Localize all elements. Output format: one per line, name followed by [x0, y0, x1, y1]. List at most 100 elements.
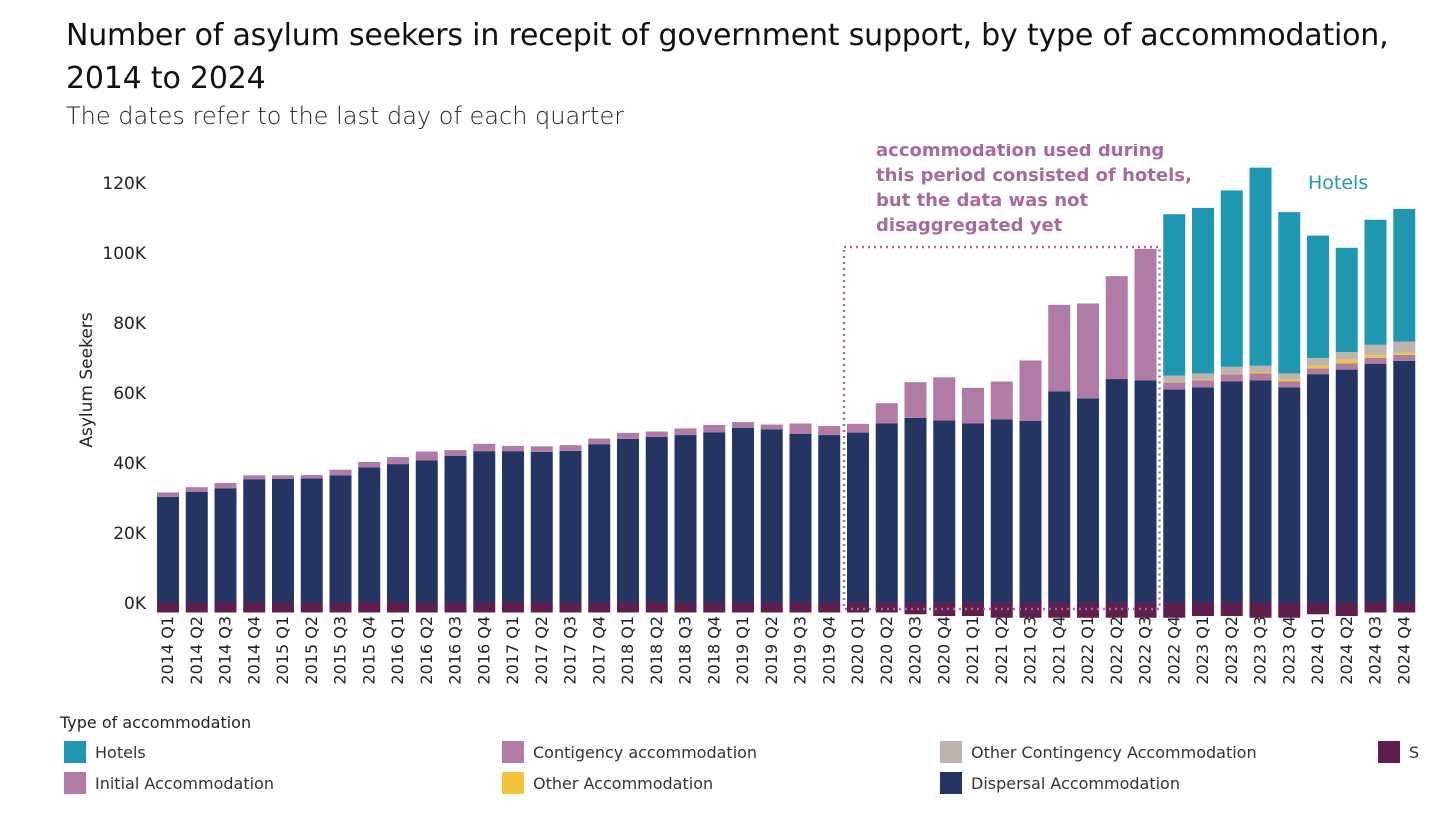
y-tick-label: 80K	[113, 314, 147, 334]
bar-segment	[1077, 602, 1099, 618]
x-tick-label: 2020 Q3	[906, 616, 925, 685]
x-tick-label: 2018 Q3	[676, 616, 695, 685]
bar-segment	[1220, 366, 1243, 374]
legend-swatch	[940, 741, 962, 763]
bar-segment	[444, 602, 467, 613]
legend-label: Other Accommodation	[533, 773, 714, 793]
x-tick-label: 2021 Q2	[992, 616, 1011, 685]
bar-segment	[157, 492, 179, 497]
bar-segment	[1249, 380, 1272, 602]
bar-segment	[1220, 373, 1243, 375]
bar-segment	[1220, 381, 1243, 602]
bar-segment	[1105, 379, 1128, 602]
bar-stack	[502, 445, 524, 613]
bar-stack	[617, 432, 639, 613]
bar-segment	[617, 438, 639, 602]
x-tick-label: 2019 Q4	[819, 616, 838, 685]
bar-segment	[214, 602, 237, 613]
bar-segment	[1278, 381, 1301, 388]
bar-stack	[1307, 235, 1329, 615]
bar-segment	[502, 602, 524, 613]
y-tick-label: 20K	[113, 524, 147, 544]
x-tick-label: 2019 Q2	[762, 616, 781, 685]
legend-item[interactable]: Hotels	[64, 740, 146, 764]
bar-segment	[789, 423, 812, 434]
bar-segment	[818, 435, 841, 602]
bar-segment	[732, 427, 754, 602]
bar-segment	[1364, 602, 1387, 613]
bar-stack	[185, 487, 208, 613]
bar-segment	[473, 451, 496, 602]
bar-stack	[789, 423, 812, 613]
annotation-text: but the data was not	[876, 190, 1088, 211]
annotation-text: accommodation used during	[876, 140, 1164, 161]
bar-segment	[847, 602, 869, 613]
bar-segment	[387, 464, 409, 602]
bar-segment	[387, 602, 409, 613]
y-tick-label: 40K	[113, 454, 147, 474]
bar-segment	[214, 483, 237, 489]
bar-segment	[300, 478, 323, 602]
bar-segment	[387, 457, 409, 465]
bar-segment	[847, 432, 869, 602]
bar-stack	[444, 450, 467, 613]
bar-segment	[674, 602, 697, 613]
bar-stack	[387, 457, 409, 613]
bar-segment	[1077, 398, 1099, 602]
bar-segment	[185, 487, 208, 492]
bar-stack	[1220, 190, 1243, 616]
legend-item[interactable]: Dispersal Accommodation	[940, 771, 1180, 795]
bar-segment	[1019, 602, 1042, 618]
bar-segment	[789, 434, 812, 602]
bar-segment	[904, 417, 927, 602]
legend-label: Hotels	[95, 742, 146, 762]
legend-item[interactable]: Contigency accommodation	[502, 740, 757, 764]
legend-swatch	[502, 772, 524, 794]
bar-segment	[1134, 248, 1157, 381]
bar-segment	[1393, 341, 1416, 353]
bar-segment	[444, 450, 467, 456]
bar-segment	[875, 403, 898, 424]
legend-item[interactable]: Other Contingency Accommodation	[940, 740, 1257, 764]
bar-segment	[415, 602, 438, 613]
bar-segment	[1249, 365, 1272, 373]
bar-stack	[904, 382, 927, 615]
legend-item[interactable]: Other Accommodation	[502, 771, 713, 795]
x-tick-label: 2014 Q2	[187, 616, 206, 685]
bar-segment	[990, 419, 1013, 602]
bar-segment	[444, 455, 467, 602]
bar-stack	[1249, 167, 1272, 618]
bar-segment	[1249, 373, 1272, 381]
bar-segment	[847, 423, 869, 433]
x-tick-label: 2020 Q4	[934, 616, 953, 685]
bar-segment	[1335, 352, 1358, 360]
legend-label: S	[1409, 742, 1420, 762]
y-tick-label: 0K	[124, 594, 147, 614]
bar-stack	[1393, 208, 1416, 613]
bar-segment	[530, 602, 553, 613]
bar-segment	[1077, 303, 1099, 399]
legend-label: Dispersal Accommodation	[971, 773, 1180, 793]
bar-segment	[1278, 387, 1301, 602]
bar-segment	[1249, 372, 1272, 374]
legend-swatch	[940, 772, 962, 794]
x-tick-label: 2017 Q2	[532, 616, 551, 685]
bar-segment	[559, 602, 582, 613]
x-tick-label: 2017 Q4	[589, 616, 608, 685]
bar-segment	[674, 428, 697, 436]
x-tick-label: 2021 Q3	[1021, 616, 1040, 685]
bar-segment	[1364, 219, 1387, 345]
x-tick-label: 2016 Q4	[474, 616, 493, 685]
bar-segment	[1393, 208, 1416, 342]
bar-segment	[1393, 360, 1416, 602]
bar-segment	[645, 436, 668, 602]
x-tick-label: 2015 Q3	[331, 616, 350, 685]
bar-segment	[990, 381, 1013, 420]
x-tick-label: 2023 Q4	[1279, 616, 1298, 685]
bar-stack	[473, 443, 496, 613]
legend-item[interactable]: Initial Accommodation	[64, 771, 274, 795]
bar-segment	[157, 497, 179, 602]
chart-title: Number of asylum seekers in recepit of g…	[66, 18, 1389, 96]
bar-segment	[559, 450, 582, 602]
legend-item[interactable]: S	[1378, 740, 1419, 764]
